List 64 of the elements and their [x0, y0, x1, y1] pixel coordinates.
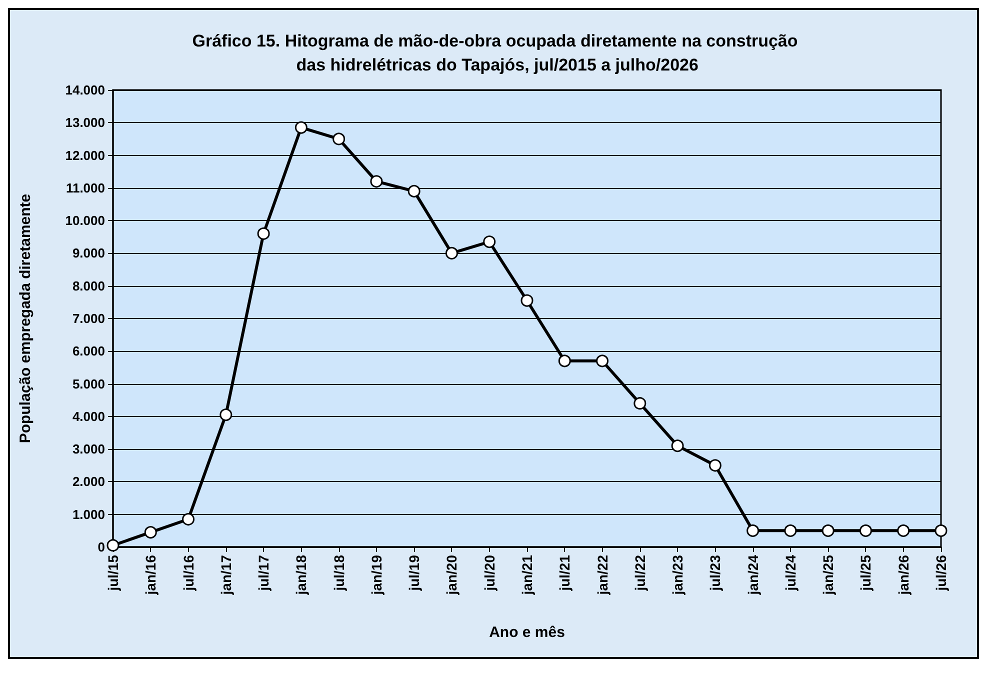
point: [596, 354, 609, 368]
point: [934, 524, 948, 537]
y-tick-label: 1.000: [72, 506, 105, 522]
point: [106, 539, 120, 552]
x-tick-label: jan/21: [519, 554, 535, 596]
x-tick-label: jul/16: [180, 554, 196, 592]
y-tick-label: 11.000: [66, 180, 105, 196]
x-tick-label: jan/26: [895, 554, 912, 596]
point: [445, 246, 458, 260]
point: [634, 397, 646, 410]
y-tick-label: 8.000: [72, 278, 105, 294]
y-tick-label: 4.000: [72, 408, 105, 424]
y-axis-title: População empregada diretamente: [17, 194, 34, 444]
x-tick-label: jul/25: [858, 554, 874, 592]
x-tick-label: jul/18: [330, 554, 347, 592]
point: [822, 524, 834, 537]
x-tick-label: jan/17: [218, 554, 234, 596]
point: [708, 459, 722, 472]
y-tick-label: 7.000: [72, 311, 105, 326]
y-tick-label: 13.000: [65, 115, 105, 130]
y-tick-label: 3.000: [72, 442, 105, 457]
y-tick-label: 12.000: [65, 148, 105, 163]
x-tick-label: jul/20: [481, 554, 498, 592]
point: [784, 524, 797, 537]
point: [294, 121, 308, 134]
y-tick-label: 6.000: [72, 344, 105, 359]
x-tick-label: jan/16: [142, 554, 159, 596]
x-tick-label: jan/25: [820, 554, 836, 596]
x-tick-label: jul/23: [707, 554, 724, 592]
point: [408, 184, 420, 198]
point: [671, 440, 684, 452]
y-tick-label: 5.000: [72, 376, 105, 392]
x-tick-label: jul/26: [933, 554, 949, 592]
y-tick-label: 9.000: [72, 246, 105, 261]
x-tick-label: jan/18: [293, 554, 310, 596]
x-axis-title: Ano e mês: [489, 624, 565, 641]
y-tick-label: 10.000: [65, 213, 105, 228]
x-tick-label: jan/19: [368, 554, 384, 596]
x-tick-label: jul/21: [556, 554, 573, 592]
x-tick-label: jan/20: [444, 554, 460, 596]
point: [897, 524, 910, 537]
y-tick-label: 2.000: [72, 474, 105, 490]
point: [859, 524, 872, 537]
y-tick-label: 0: [98, 540, 105, 554]
point: [746, 524, 760, 537]
point: [558, 354, 571, 368]
x-tick-label: jul/17: [256, 554, 272, 592]
x-tick-label: jul/15: [105, 554, 121, 592]
point: [520, 294, 534, 307]
x-tick-label: jul/22: [632, 554, 648, 592]
point: [332, 132, 346, 146]
x-tick-label: jan/22: [594, 554, 610, 596]
point: [483, 236, 496, 248]
x-tick-label: jan/24: [744, 554, 761, 596]
point: [370, 175, 383, 188]
x-tick-label: jul/19: [406, 554, 422, 592]
y-tick-label: 14.000: [65, 82, 105, 98]
x-tick-label: jul/24: [782, 554, 798, 592]
point: [220, 408, 232, 422]
x-tick-label: jan/23: [670, 554, 686, 596]
point: [182, 513, 195, 526]
point: [257, 227, 270, 240]
point: [144, 526, 157, 539]
chart-title: Gráfico 15. Hitograma de mão-de-obra ocupada diretamente na construção das hidrelétricas do Tapajós, jul/2015 a julho/2026: [192, 32, 798, 74]
